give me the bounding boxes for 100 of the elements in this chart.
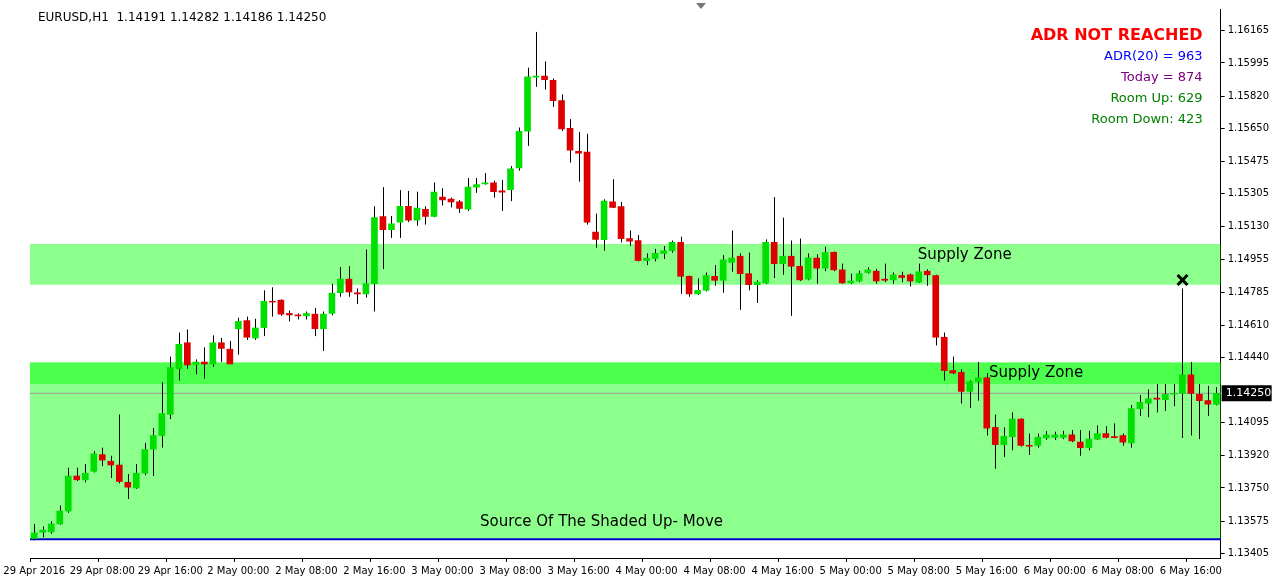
candlestick (328, 283, 336, 316)
candlestick (1204, 385, 1212, 417)
annotation: Today = 874 (1120, 69, 1203, 85)
candlestick (405, 190, 412, 223)
candlestick (115, 414, 123, 484)
candlestick (1145, 389, 1152, 418)
candlestick (592, 213, 599, 249)
x-tick-label: 4 May 16:00 (751, 564, 814, 576)
candlestick (56, 505, 64, 526)
candlestick (549, 77, 557, 108)
y-tick-label: 1.14955 (1227, 253, 1270, 265)
candlestick (728, 229, 735, 273)
candlestick (218, 337, 225, 363)
candlestick (541, 60, 548, 91)
chart-title: EURUSD,H1 1.14191 1.14282 1.14186 1.14250 (38, 10, 327, 25)
candlestick (209, 334, 217, 368)
candlestick (770, 196, 778, 279)
x-tick-label: 29 Apr 2016 (3, 564, 66, 576)
candlestick (98, 447, 106, 467)
x-tick-label: 6 May 08:00 (1091, 564, 1154, 576)
x-tick-label: 6 May 00:00 (1023, 564, 1086, 576)
candlestick (1085, 430, 1093, 451)
candlestick (787, 240, 795, 317)
y-tick-label: 1.14610 (1227, 318, 1270, 330)
y-tick-label: 1.13405 (1227, 546, 1270, 558)
candlestick (1008, 411, 1016, 451)
candlestick (235, 317, 242, 356)
candlestick (337, 266, 344, 298)
candlestick (711, 264, 718, 287)
y-tick-label: 1.13750 (1227, 481, 1270, 493)
candlestick (184, 329, 191, 370)
candlestick (379, 186, 387, 270)
candlestick (1187, 361, 1195, 437)
candlestick (634, 234, 642, 262)
candlestick (813, 253, 821, 285)
candlestick (779, 217, 786, 276)
candlestick (124, 473, 132, 500)
x-tick-label: 2 May 08:00 (275, 564, 338, 576)
annotation: ADR(20) = 963 (1104, 48, 1203, 64)
candlestick (464, 177, 472, 212)
x-tick-label: 3 May 16:00 (547, 564, 610, 576)
x-tick-label: 3 May 08:00 (479, 564, 542, 576)
candlestick (575, 131, 582, 183)
candlestick (804, 252, 812, 281)
x-tick-label: 6 May 16:00 (1159, 564, 1222, 576)
candlestick (915, 263, 923, 284)
candlestick (1076, 429, 1084, 457)
x-tick-label: 4 May 08:00 (683, 564, 746, 576)
x-tick-label: 5 May 00:00 (819, 564, 882, 576)
candlestick (252, 318, 259, 341)
y-tick-label: 1.15475 (1227, 154, 1270, 166)
candlestick (1179, 287, 1186, 439)
band-label: Supply Zone (917, 245, 1012, 264)
ref-line-label: 1.14250 (1225, 386, 1272, 400)
y-tick-label: 1.13575 (1227, 514, 1270, 526)
x-tick-label: 2 May 16:00 (343, 564, 406, 576)
y-tick-label: 1.15650 (1227, 121, 1270, 133)
candlestick (974, 361, 982, 402)
candlestick (821, 246, 829, 272)
candlestick (991, 414, 999, 470)
candlestick (320, 311, 327, 352)
y-tick-label: 1.15995 (1227, 56, 1270, 68)
y-tick-label: 1.14440 (1227, 350, 1270, 362)
candlestick (362, 249, 370, 299)
candlestick (1196, 383, 1203, 440)
candlestick (796, 238, 803, 282)
candlestick (81, 463, 89, 483)
candlestick (566, 118, 574, 164)
candlestick (609, 178, 616, 209)
x-tick-label: 5 May 16:00 (955, 564, 1018, 576)
candlestick (838, 263, 846, 285)
candlestick (966, 379, 974, 409)
candlestick (1000, 426, 1008, 458)
candlestick (507, 165, 514, 202)
candlestick (413, 191, 421, 227)
y-tick-label: 1.14095 (1227, 416, 1270, 428)
x-tick-label: 29 Apr 08:00 (69, 564, 135, 576)
x-tick-label: 2 May 00:00 (207, 564, 270, 576)
candlestick (107, 455, 115, 479)
ref-line-label: Source Of The Shaded Up- Move (480, 512, 723, 531)
candlestick (243, 316, 251, 341)
candlestick (1136, 394, 1144, 417)
y-tick-label: 1.15820 (1227, 89, 1270, 101)
candlestick (1162, 383, 1169, 412)
x-tick-label: 29 Apr 16:00 (137, 564, 203, 576)
candlestick (388, 215, 395, 239)
x-tick-label: 3 May 00:00 (411, 564, 474, 576)
candlestick (957, 368, 965, 405)
y-tick-label: 1.13920 (1227, 449, 1270, 461)
candlestick (1170, 383, 1178, 407)
annotation: ADR NOT REACHED (1030, 25, 1203, 45)
x-tick-label: 5 May 08:00 (887, 564, 950, 576)
candlestick (736, 252, 744, 311)
y-tick-label: 1.15305 (1227, 187, 1270, 199)
annotation: Room Down: 423 (1091, 111, 1203, 127)
y-tick-label: 1.16165 (1227, 24, 1270, 36)
y-tick-label: 1.14785 (1227, 285, 1270, 297)
band-label: Supply Zone (989, 362, 1084, 381)
y-tick-label: 1.15130 (1227, 220, 1270, 232)
x-tick-label: 4 May 00:00 (615, 564, 678, 576)
